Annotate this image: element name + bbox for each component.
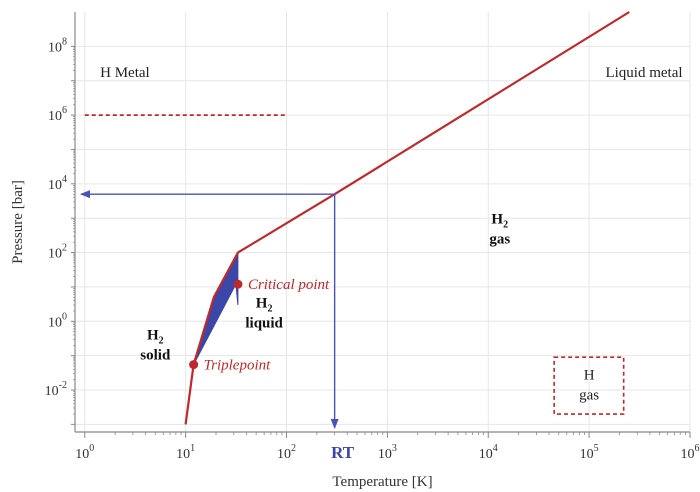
label-layer: RT Critical point Triplepoint H Metal Liquid… xyxy=(100,65,682,462)
x-tick-label-exponent: 4 xyxy=(493,443,498,454)
y-tick-label-base: 10 xyxy=(48,315,62,330)
critical-point-label: Critical point xyxy=(248,277,330,293)
x-tick-label-base: 10 xyxy=(479,447,493,462)
region-species-symbol: H xyxy=(256,296,268,312)
region-species-2: H2 xyxy=(491,212,508,231)
y-tick-label-2: 102 xyxy=(48,243,67,262)
axes-layer: 100 101 102 103 104 105 10610-2100102104106108… xyxy=(10,12,700,490)
region-species-symbol: H xyxy=(491,212,503,228)
y-tick-label-base: 10 xyxy=(48,178,62,193)
x-tick-label-exponent: 2 xyxy=(291,443,296,454)
y-tick-label-exponent: 6 xyxy=(62,105,67,116)
y-tick-label-base: 10 xyxy=(48,40,62,55)
x-axis-title: Temperature [K] xyxy=(332,474,432,490)
region-species-3: H2 xyxy=(147,327,164,346)
region-state-5: gas xyxy=(579,388,599,404)
x-tick-label-exponent: 0 xyxy=(89,443,94,454)
y-tick-label-4: 106 xyxy=(48,105,67,124)
line-layer xyxy=(80,11,630,429)
x-tick-label-6: 106 xyxy=(681,443,700,462)
x-tick-label-base: 10 xyxy=(580,447,594,462)
region-species-symbol: H xyxy=(584,368,595,384)
region-label-1: Liquid metal xyxy=(605,65,682,81)
triple-point-marker xyxy=(189,360,199,370)
region-state-3: solid xyxy=(140,347,171,363)
x-tick-label-exponent: 5 xyxy=(594,443,599,454)
y-tick-label-base: 10 xyxy=(48,109,62,124)
y-axis-title: Pressure [bar] xyxy=(10,180,26,264)
y-tick-label-base: 10 xyxy=(48,247,62,262)
triple-point-label: Triplepoint xyxy=(204,358,272,374)
x-tick-label-exponent: 6 xyxy=(695,443,700,454)
y-tick-label-exponent: 8 xyxy=(62,36,67,47)
x-tick-label-0: 100 xyxy=(75,443,94,462)
x-tick-label-1: 101 xyxy=(176,443,195,462)
region-state-4: liquid xyxy=(245,316,283,332)
region-species-5: H xyxy=(584,368,595,384)
grid-layer xyxy=(75,12,691,432)
region-species-subscript: 2 xyxy=(159,335,164,346)
region-species-subscript: 2 xyxy=(267,304,272,315)
x-tick-label-base: 10 xyxy=(681,447,695,462)
y-tick-label-exponent: 4 xyxy=(62,174,67,185)
region-species-4: H2 xyxy=(256,296,273,315)
x-tick-label-2: 102 xyxy=(277,443,296,462)
y-tick-label-exponent: 2 xyxy=(62,243,67,254)
region-species-subscript: 2 xyxy=(503,220,508,231)
x-tick-label-5: 105 xyxy=(580,443,599,462)
region-state-2: gas xyxy=(489,232,510,248)
phase-boundary-line-0 xyxy=(184,11,630,425)
y-tick-label-exponent: 0 xyxy=(62,311,67,322)
x-tick-label-exponent: 1 xyxy=(190,443,195,454)
y-tick-label-base: 10 xyxy=(45,384,59,399)
y-tick-label-3: 104 xyxy=(48,174,67,193)
y-tick-label-exponent: -2 xyxy=(59,380,67,391)
x-tick-label-base: 10 xyxy=(176,447,190,462)
x-tick-label-4: 104 xyxy=(479,443,498,462)
h-gas-dashed-box xyxy=(553,356,625,415)
x-tick-label-base: 10 xyxy=(378,447,392,462)
y-tick-label-1: 100 xyxy=(48,311,67,330)
region-label-0: H Metal xyxy=(100,65,150,81)
x-tick-label-base: 10 xyxy=(75,447,89,462)
x-tick-label-base: 10 xyxy=(277,447,291,462)
y-tick-label-0: 10-2 xyxy=(45,380,67,399)
critical-point-marker xyxy=(233,279,243,289)
x-tick-label-exponent: 3 xyxy=(392,443,397,454)
region-species-symbol: H xyxy=(147,327,159,343)
x-tick-label-3: 103 xyxy=(378,443,397,462)
rt-label: RT xyxy=(331,443,355,462)
y-tick-label-5: 108 xyxy=(48,36,67,55)
